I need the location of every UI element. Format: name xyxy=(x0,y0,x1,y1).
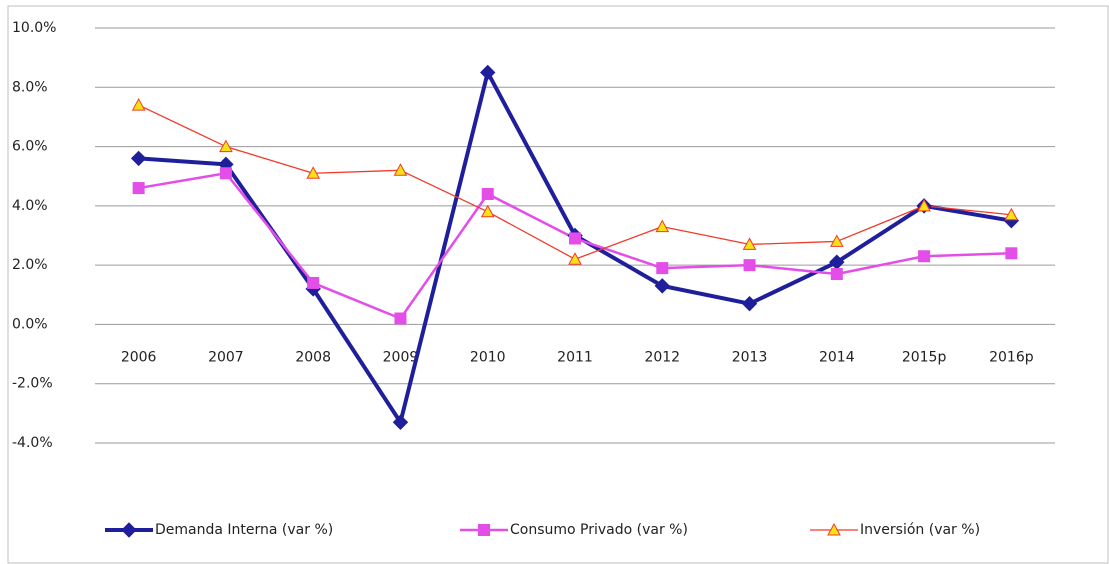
data-point xyxy=(393,163,408,176)
x-tick-label: 2010 xyxy=(470,349,506,365)
legend-marker xyxy=(478,524,490,536)
y-tick-label: -2.0% xyxy=(12,376,53,392)
data-point xyxy=(741,295,758,312)
y-tick-label: 6.0% xyxy=(12,139,48,155)
legend-label: Demanda Interna (var %) xyxy=(155,522,333,538)
x-tick-label: 2015p xyxy=(902,349,947,365)
legend-label: Inversión (var %) xyxy=(860,522,980,538)
data-point xyxy=(130,150,147,167)
data-point xyxy=(131,98,146,111)
x-tick-label: 2012 xyxy=(644,349,680,365)
x-tick-label: 2007 xyxy=(208,349,244,365)
data-point xyxy=(743,259,756,272)
data-point xyxy=(1004,207,1019,221)
chart-frame xyxy=(7,5,1109,564)
legend-marker xyxy=(827,522,841,536)
data-point xyxy=(656,262,669,275)
data-point xyxy=(568,252,582,265)
x-tick-label: 2011 xyxy=(557,349,593,365)
legend-label: Consumo Privado (var %) xyxy=(510,522,688,538)
data-point xyxy=(742,237,757,250)
y-tick-label: 0.0% xyxy=(12,316,48,332)
x-tick-label: 2006 xyxy=(121,349,157,365)
x-tick-label: 2013 xyxy=(732,349,768,365)
y-tick-label: 2.0% xyxy=(12,257,48,273)
data-point xyxy=(219,139,233,153)
data-point xyxy=(917,198,931,212)
y-tick-label: -4.0% xyxy=(12,435,53,451)
data-point xyxy=(132,182,145,195)
x-tick-label: 2009 xyxy=(383,349,419,365)
data-point xyxy=(392,414,409,430)
data-point xyxy=(307,276,320,289)
data-point xyxy=(569,232,581,245)
data-point xyxy=(219,167,232,180)
y-tick-label: 8.0% xyxy=(12,79,48,95)
data-point xyxy=(306,166,321,179)
x-tick-label: 2008 xyxy=(295,349,331,365)
data-point xyxy=(918,250,931,263)
data-point xyxy=(481,188,494,200)
data-point xyxy=(830,268,843,281)
data-point xyxy=(1005,247,1018,260)
data-point xyxy=(829,234,844,247)
y-tick-label: 10.0% xyxy=(12,20,56,36)
data-point xyxy=(480,204,495,218)
data-point xyxy=(654,278,670,294)
y-tick-label: 4.0% xyxy=(12,198,48,214)
data-point xyxy=(394,312,407,325)
legend-marker xyxy=(121,522,137,538)
x-tick-label: 2016p xyxy=(989,349,1034,365)
data-point xyxy=(655,219,670,233)
x-tick-label: 2014 xyxy=(819,349,855,365)
data-point xyxy=(480,64,496,81)
